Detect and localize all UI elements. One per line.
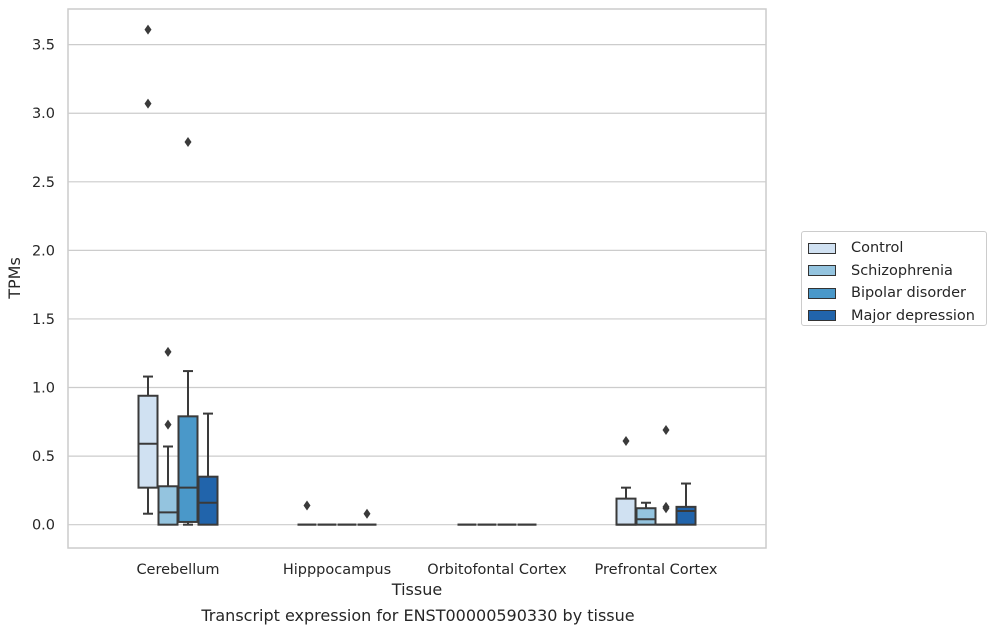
y-tick-label: 1.0 xyxy=(32,381,55,397)
legend-item-major-depression: Major depression xyxy=(808,305,986,328)
box-control xyxy=(615,436,637,526)
chart-caption: Transcript expression for ENST0000059033… xyxy=(201,606,635,625)
y-tick-label: 0.0 xyxy=(32,518,55,534)
legend-swatch xyxy=(808,310,836,322)
outlier-point xyxy=(144,24,152,35)
legend-swatch xyxy=(808,242,836,254)
box-control xyxy=(137,24,159,515)
outlier-point xyxy=(662,425,670,436)
legend-item-bipolar-disorder: Bipolar disorder xyxy=(808,282,986,305)
y-tick-label: 1.5 xyxy=(32,312,55,328)
outlier-point xyxy=(662,503,670,514)
outlier-point xyxy=(303,500,311,511)
box-body xyxy=(615,497,637,526)
box-control xyxy=(297,500,317,526)
x-tick-label: Cerebellum xyxy=(136,562,219,578)
y-axis-label: TPMs xyxy=(5,257,24,300)
box-major-depression xyxy=(197,412,219,526)
box-bipolar-disorder xyxy=(177,137,199,526)
x-tick-label: Hipppocampus xyxy=(283,562,391,578)
box-body xyxy=(635,507,657,526)
outlier-point xyxy=(164,346,172,357)
legend-label: Major depression xyxy=(851,307,975,324)
legend-item-schizophrenia: Schizophrenia xyxy=(808,260,986,283)
legend: Control Schizophrenia Bipolar disorder M… xyxy=(801,231,987,326)
outlier-point xyxy=(622,436,630,447)
x-axis: Cerebellum Hipppocampus Orbitofontal Corte… xyxy=(136,562,717,578)
legend-label: Bipolar disorder xyxy=(851,285,966,302)
legend-label: Schizophrenia xyxy=(851,262,953,279)
x-tick-label: Prefrontal Cortex xyxy=(595,562,718,578)
legend-swatch xyxy=(808,265,836,277)
box-body xyxy=(157,485,179,526)
y-tick-label: 3.0 xyxy=(32,106,55,122)
box-body xyxy=(137,394,159,489)
legend-label: Control xyxy=(851,240,904,257)
legend-swatch xyxy=(808,287,836,299)
legend-item-control: Control xyxy=(808,237,986,260)
box-series xyxy=(137,24,697,526)
box-bipolar-disorder xyxy=(656,425,676,526)
x-axis-label: Tissue xyxy=(391,580,442,599)
outlier-point xyxy=(144,98,152,109)
box-body xyxy=(177,415,199,523)
plot-frame xyxy=(67,8,767,549)
box-schizophrenia xyxy=(157,346,179,526)
box-schizophrenia xyxy=(635,501,657,526)
x-tick-label: Orbitofontal Cortex xyxy=(427,562,567,578)
y-tick-label: 2.5 xyxy=(32,175,55,191)
box-body xyxy=(675,505,697,526)
outlier-point xyxy=(164,419,172,430)
box-major-depression xyxy=(357,508,377,526)
outlier-point xyxy=(184,137,192,148)
y-tick-label: 3.5 xyxy=(32,38,55,54)
y-tick-label: 2.0 xyxy=(32,243,55,259)
box-body xyxy=(197,475,219,526)
box-major-depression xyxy=(675,482,697,526)
y-tick-label: 0.5 xyxy=(32,449,55,465)
y-axis: 0.0 0.5 1.0 1.5 2.0 2.5 3.0 3.5 xyxy=(32,38,55,534)
grid-lines xyxy=(68,44,766,526)
outlier-point xyxy=(363,508,371,519)
